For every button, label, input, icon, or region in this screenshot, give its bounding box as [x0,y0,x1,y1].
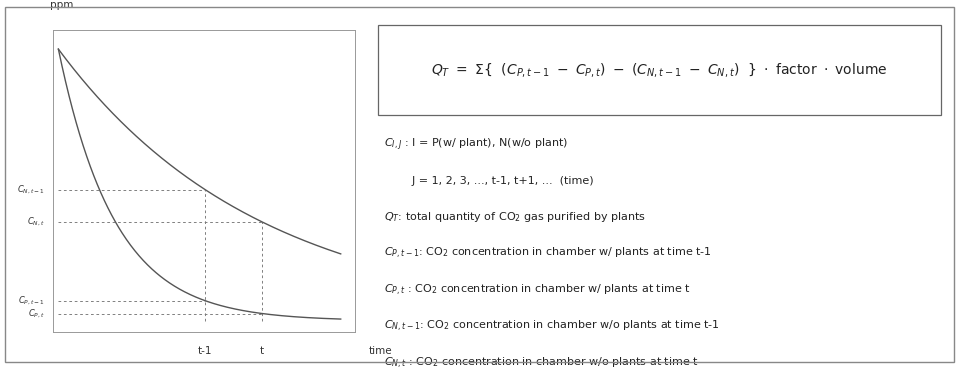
FancyBboxPatch shape [378,25,941,115]
Text: $Q_T \ = \ \Sigma\{\ \ (C_{P,t-1}\ -\ C_{P,t})\ -\ (C_{N,t-1}\ -\ C_{N,t})\ \ \}: $Q_T \ = \ \Sigma\{\ \ (C_{P,t-1}\ -\ C_… [432,61,887,79]
Text: $C_{I,J}$ : I = P(w/ plant), N(w/o plant): $C_{I,J}$ : I = P(w/ plant), N(w/o plant… [384,137,568,153]
Text: $C_{N,t-1}$: CO$_2$ concentration in chamber w/o plants at time t-1: $C_{N,t-1}$: CO$_2$ concentration in cha… [384,319,719,334]
Text: $C_{P,t-1}$: CO$_2$ concentration in chamber w/ plants at time t-1: $C_{P,t-1}$: CO$_2$ concentration in cha… [384,246,712,261]
Text: time: time [369,346,392,356]
Text: $C_{P,t}$: $C_{P,t}$ [29,307,45,320]
Text: $C_{N,t}$ : CO$_2$ concentration in chamber w/o plants at time t: $C_{N,t}$ : CO$_2$ concentration in cham… [384,356,698,369]
Text: $C_{P,t}$ : CO$_2$ concentration in chamber w/ plants at time t: $C_{P,t}$ : CO$_2$ concentration in cham… [384,283,690,298]
Text: $C_{P,t-1}$: $C_{P,t-1}$ [18,295,45,307]
Text: J = 1, 2, 3, ..., t-1, t+1, ...  (time): J = 1, 2, 3, ..., t-1, t+1, ... (time) [384,176,594,186]
Text: $C_{N,t-1}$: $C_{N,t-1}$ [17,184,45,196]
Text: $C_{N,t}$: $C_{N,t}$ [28,216,45,228]
Text: $Q_T$: total quantity of CO$_2$ gas purified by plants: $Q_T$: total quantity of CO$_2$ gas puri… [384,210,645,224]
Text: t: t [260,346,264,356]
Text: ppm: ppm [50,0,73,10]
Text: t-1: t-1 [198,346,213,356]
